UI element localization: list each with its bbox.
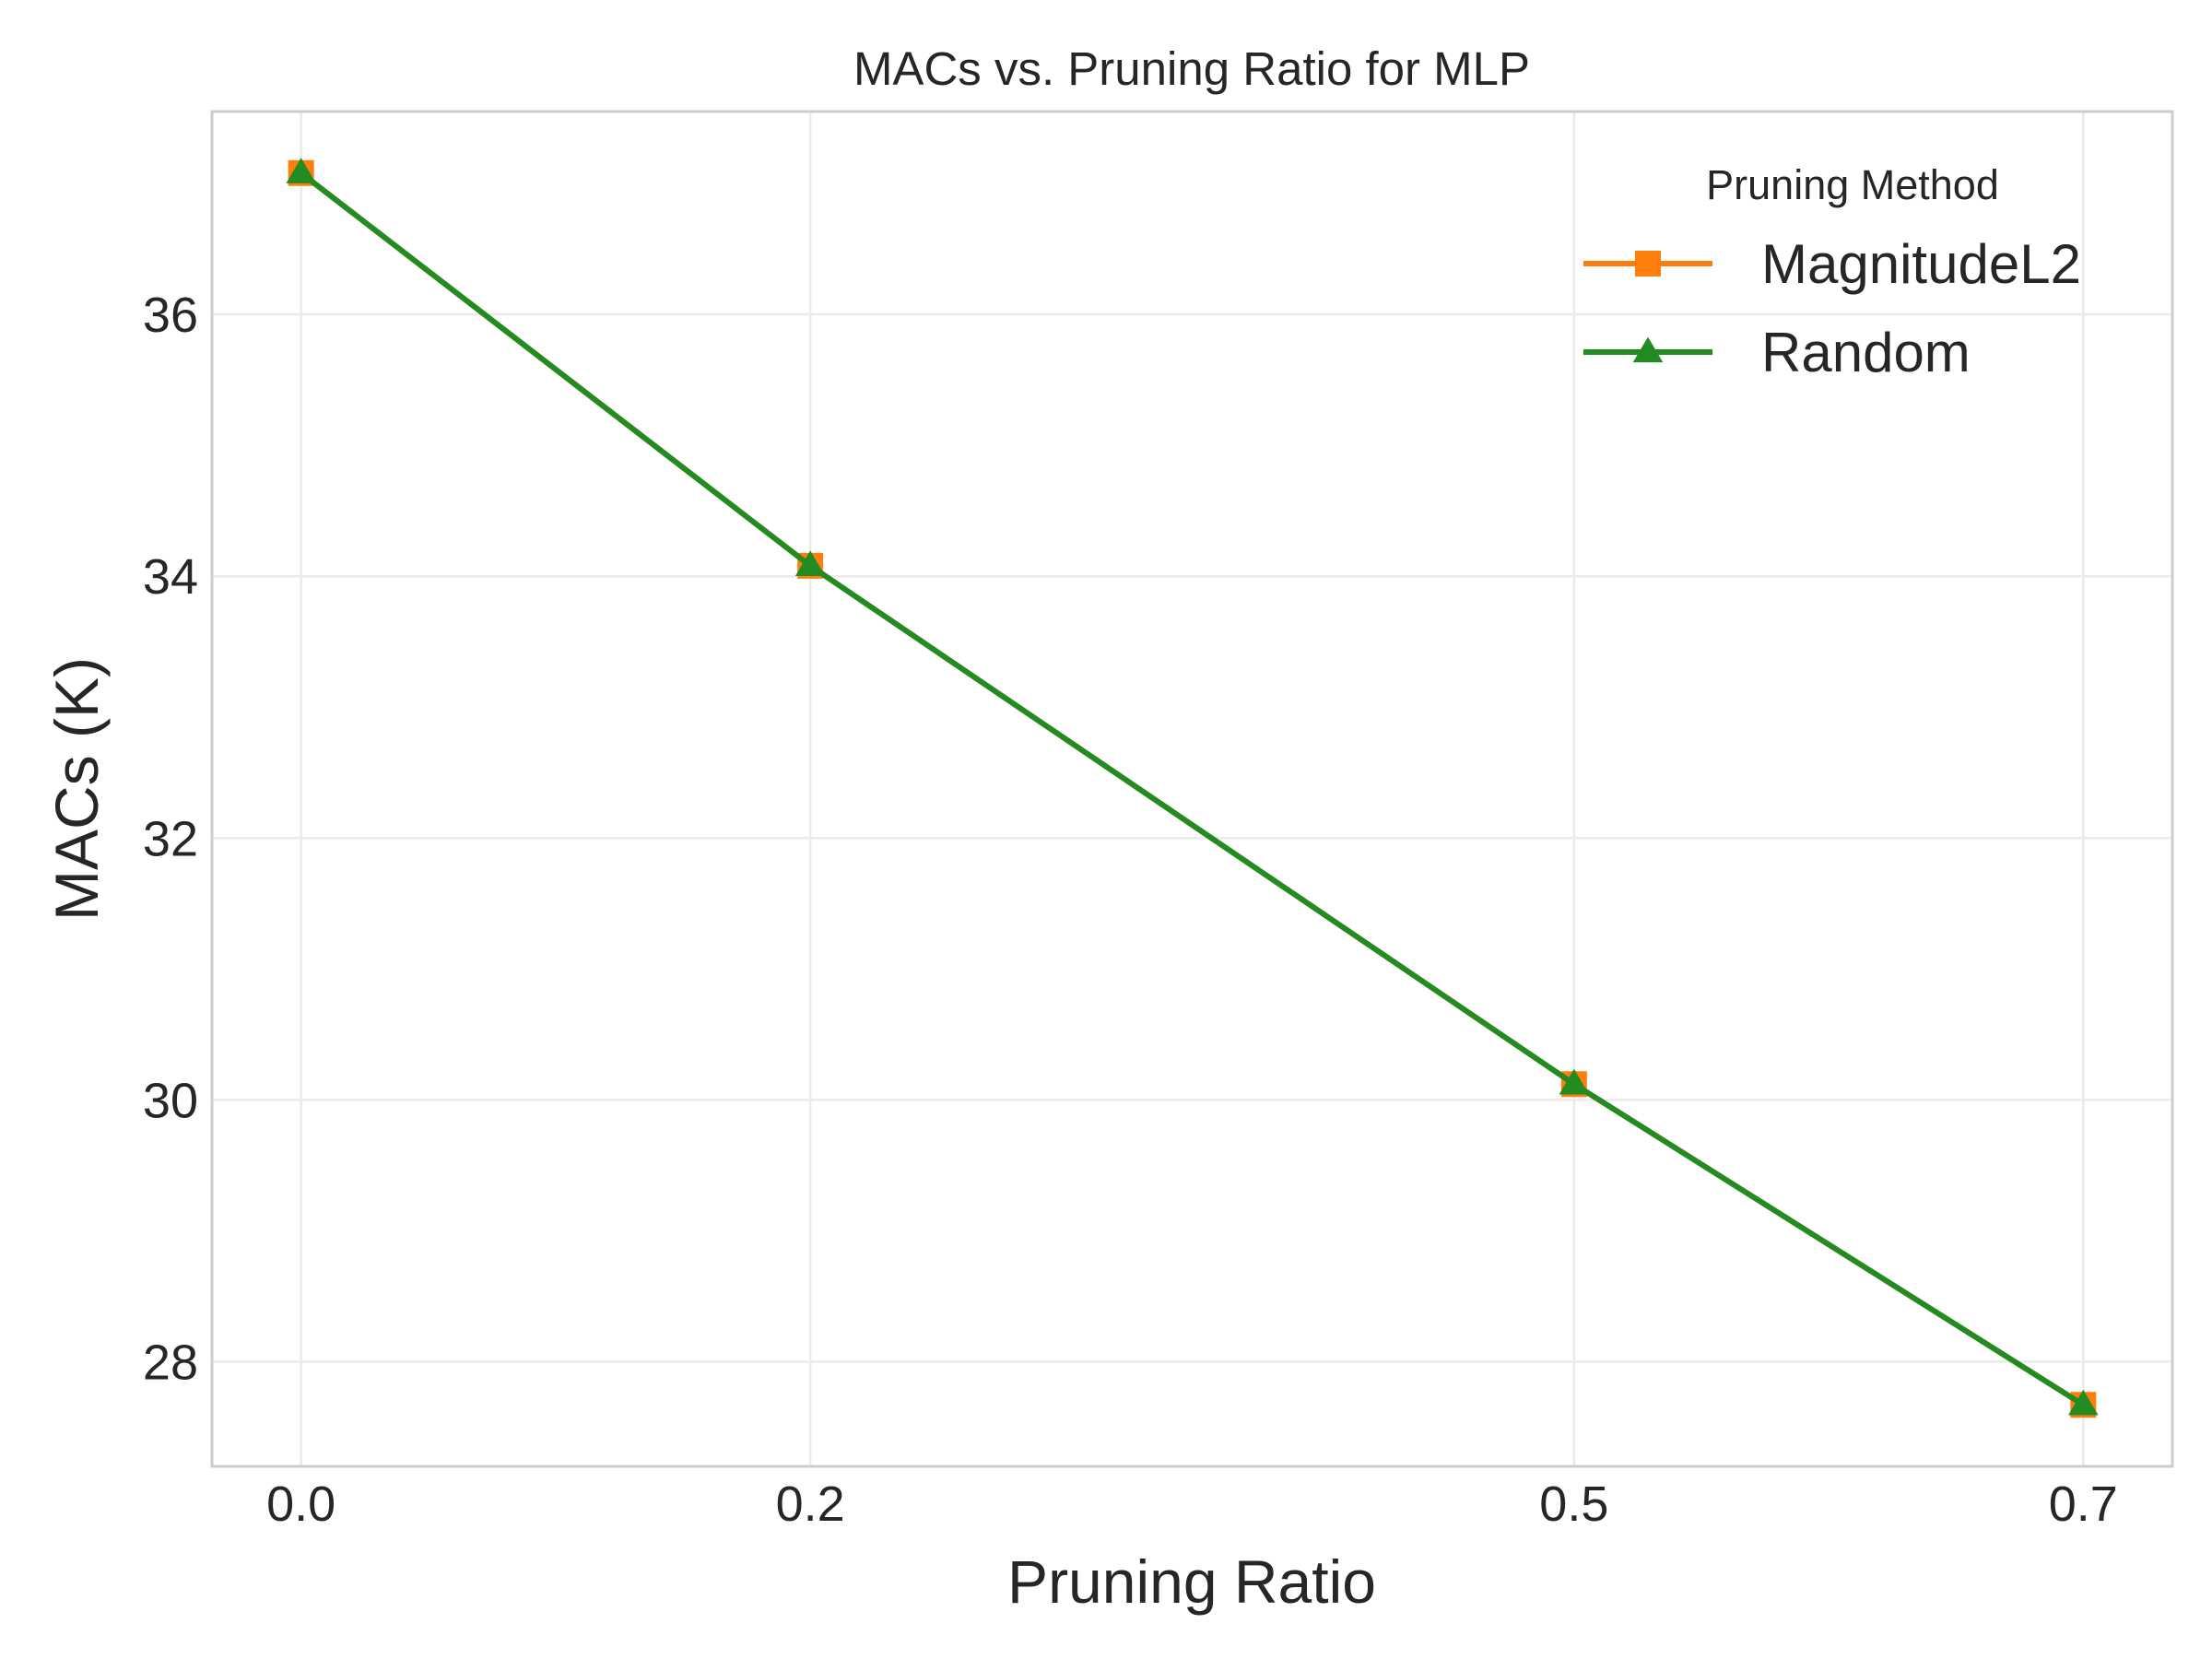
y-tick-label: 30	[143, 1073, 198, 1128]
data-point-random	[1559, 1068, 1590, 1095]
plot-frame	[210, 110, 2174, 1468]
grid-layer	[212, 112, 2172, 1466]
y-tick-label: 34	[143, 549, 198, 605]
series-line-random	[298, 170, 2087, 1408]
legend: Pruning Method MagnitudeL2 Random	[1583, 161, 2081, 383]
y-tick-label: 32	[143, 811, 198, 866]
legend-marker-random	[1632, 336, 1664, 363]
legend-entries: MagnitudeL2 Random	[1583, 233, 2081, 383]
legend-marker-magnitudel2	[1635, 251, 1661, 276]
series-layer	[286, 158, 2099, 1418]
x-tick-label: 0.5	[1539, 1477, 1608, 1532]
y-tick-label: 28	[143, 1335, 198, 1390]
x-tick-label: 0.7	[2049, 1477, 2118, 1532]
legend-label-random: Random	[1761, 322, 1971, 383]
y-tick-labels: 28 30 32 34 36	[143, 288, 198, 1390]
x-axis-label: Pruning Ratio	[1007, 1547, 1376, 1616]
chart-title: MACs vs. Pruning Ratio for MLP	[853, 42, 1530, 95]
data-point-random	[286, 158, 316, 183]
legend-title: Pruning Method	[1706, 161, 1999, 208]
y-tick-label: 36	[143, 288, 198, 343]
x-tick-label: 0.2	[776, 1477, 845, 1532]
legend-label-magnitudel2: MagnitudeL2	[1761, 233, 2081, 295]
data-point-random	[2068, 1389, 2099, 1416]
data-point-random	[794, 550, 826, 577]
x-tick-labels: 0.0 0.2 0.5 0.7	[266, 1477, 2118, 1532]
y-axis-label: MACs (K)	[42, 657, 111, 921]
x-tick-label: 0.0	[266, 1477, 335, 1532]
